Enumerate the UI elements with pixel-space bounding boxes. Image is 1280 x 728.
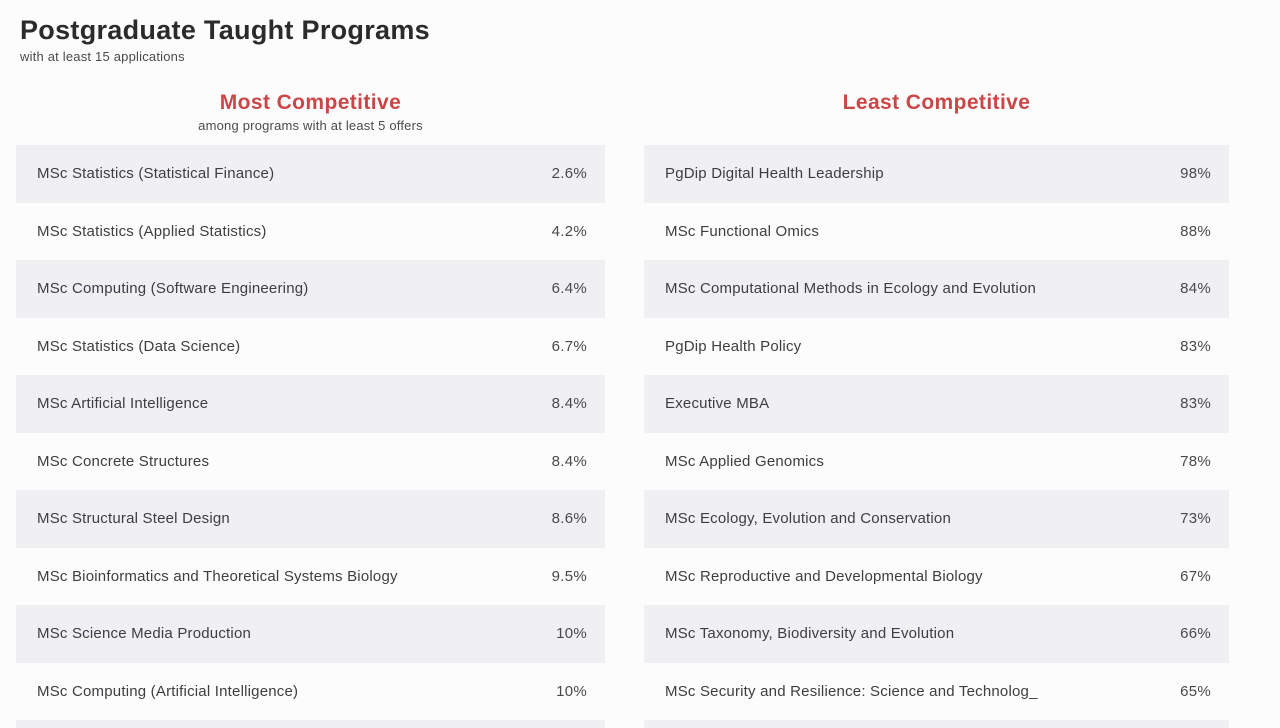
program-name: MSc Computational Methods in Ecology and… xyxy=(665,280,1037,298)
page-title: Postgraduate Taught Programs xyxy=(20,15,430,45)
program-name: Executive MBA xyxy=(665,395,770,413)
program-name: MSc Statistics (Applied Statistics) xyxy=(37,222,267,240)
program-name: MSc Concrete Structures xyxy=(37,452,210,470)
offer-rate-value: 67% xyxy=(1180,567,1211,585)
most-competitive-subheader: among programs with at least 5 offers xyxy=(198,118,423,133)
program-name: MSc Computing (Artificial Intelligence) xyxy=(37,682,299,700)
table-row: MSc Statistics (Data Science) 6.7% xyxy=(16,318,605,376)
program-name: MSc Computing (Software Engineering) xyxy=(37,280,309,298)
table-row: MSc Science Media Production 10% xyxy=(16,605,605,663)
table-row: MSc Taxonomy, Biodiversity and Evolution… xyxy=(644,605,1229,663)
offer-rate-value: 84% xyxy=(1180,280,1211,298)
least-competitive-header: Least Competitive xyxy=(842,91,1031,114)
most-competitive-table: MSc Statistics (Statistical Finance) 2.6%… xyxy=(16,145,605,728)
table-row: MSc Statistics (Statistical Finance) 2.6% xyxy=(16,145,605,203)
table-row: MSc Computing (Software Engineering) 6.4% xyxy=(16,260,605,318)
offer-rate-value: 6.4% xyxy=(551,280,587,298)
table-row: MSc Concrete Structures 8.4% xyxy=(16,433,605,491)
most-competitive-header: Most Competitive xyxy=(219,91,402,114)
program-name: MSc Reproductive and Developmental Biolo… xyxy=(665,567,983,585)
table-row-partial xyxy=(644,720,1229,728)
table-row: MSc Bioinformatics and Theoretical Syste… xyxy=(16,548,605,606)
table-row: PgDip Health Policy 83% xyxy=(644,318,1229,376)
table-row: MSc Computing (Artificial Intelligence) 1… xyxy=(16,663,605,721)
table-row: MSc Ecology, Evolution and Conservation 7… xyxy=(644,490,1229,548)
offer-rate-value: 8.4% xyxy=(551,452,587,470)
table-row: MSc Functional Omics 88% xyxy=(644,203,1229,261)
least-competitive-column: Least Competitive PgDip Digital Health L… xyxy=(644,0,1229,728)
offer-rate-value: 6.7% xyxy=(551,337,587,355)
table-row: MSc Security and Resilience: Science and… xyxy=(644,663,1229,721)
program-name: MSc Science Media Production xyxy=(37,625,252,643)
offer-rate-value: 73% xyxy=(1180,510,1211,528)
offer-rate-value: 8.4% xyxy=(551,395,587,413)
offer-rate-value: 10% xyxy=(556,625,587,643)
offer-rate-value: 66% xyxy=(1180,625,1211,643)
program-name: MSc Structural Steel Design xyxy=(37,510,230,528)
program-name: MSc Applied Genomics xyxy=(665,452,825,470)
program-name: MSc Bioinformatics and Theoretical Syste… xyxy=(37,567,398,585)
table-row: MSc Computational Methods in Ecology and… xyxy=(644,260,1229,318)
table-row-partial xyxy=(16,720,605,728)
program-name: MSc Ecology, Evolution and Conservation xyxy=(665,510,952,528)
offer-rate-value: 88% xyxy=(1180,222,1211,240)
program-name: MSc Statistics (Data Science) xyxy=(37,337,241,355)
offer-rate-value: 65% xyxy=(1180,682,1211,700)
offer-rate-value: 4.2% xyxy=(551,222,587,240)
program-name: MSc Security and Resilience: Science and… xyxy=(665,682,1038,700)
offer-rate-value: 83% xyxy=(1180,337,1211,355)
table-row: MSc Reproductive and Developmental Biolo… xyxy=(644,548,1229,606)
table-row: PgDip Digital Health Leadership 98% xyxy=(644,145,1229,203)
program-name: PgDip Health Policy xyxy=(665,337,802,355)
table-row: MSc Structural Steel Design 8.6% xyxy=(16,490,605,548)
program-name: MSc Taxonomy, Biodiversity and Evolution xyxy=(665,625,955,643)
program-name: MSc Functional Omics xyxy=(665,222,820,240)
program-name: MSc Artificial Intelligence xyxy=(37,395,209,413)
table-row: MSc Artificial Intelligence 8.4% xyxy=(16,375,605,433)
page-header: Postgraduate Taught Programs with at lea… xyxy=(20,14,430,64)
table-row: MSc Statistics (Applied Statistics) 4.2% xyxy=(16,203,605,261)
program-name: PgDip Digital Health Leadership xyxy=(665,165,884,183)
offer-rate-value: 78% xyxy=(1180,452,1211,470)
offer-rate-value: 83% xyxy=(1180,395,1211,413)
least-competitive-table: PgDip Digital Health Leadership 98% MSc Fu… xyxy=(644,145,1229,728)
page-subtitle: with at least 15 applications xyxy=(20,49,185,64)
table-row: MSc Applied Genomics 78% xyxy=(644,433,1229,491)
table-row: Executive MBA 83% xyxy=(644,375,1229,433)
offer-rate-value: 98% xyxy=(1180,165,1211,183)
offer-rate-value: 2.6% xyxy=(551,165,587,183)
offer-rate-value: 10% xyxy=(556,682,587,700)
program-name: MSc Statistics (Statistical Finance) xyxy=(37,165,275,183)
offer-rate-value: 8.6% xyxy=(551,510,587,528)
offer-rate-value: 9.5% xyxy=(551,567,587,585)
most-competitive-column: Most Competitive among programs with at … xyxy=(16,0,605,728)
